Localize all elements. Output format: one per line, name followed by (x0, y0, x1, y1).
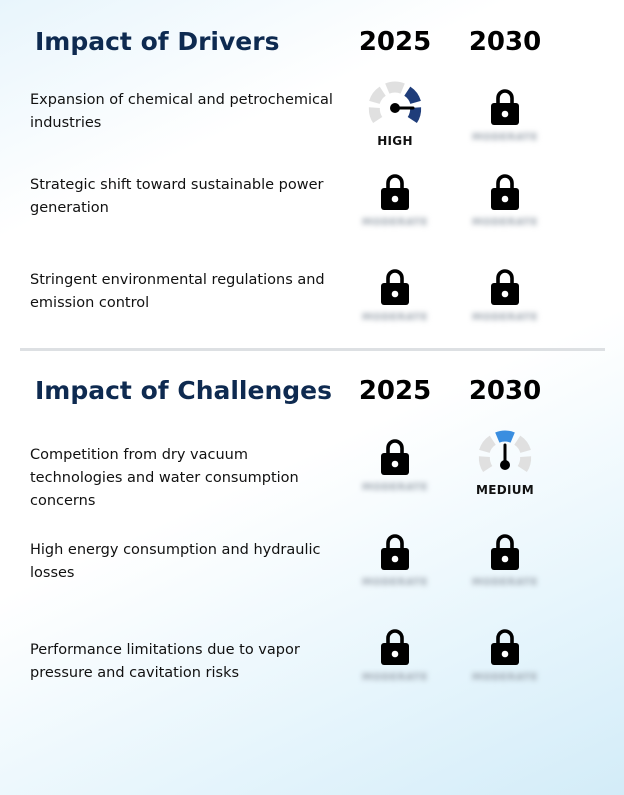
locked-impact-label: MODERATE (362, 672, 428, 683)
driver-row-2-2025-cell[interactable]: MODERATE (340, 171, 450, 241)
lock-icon (491, 269, 519, 305)
driver-row-3-label: Stringent environmental regulations and … (30, 272, 325, 311)
driver-row-2-label: Strategic shift toward sustainable power… (30, 177, 324, 216)
driver-row-3-2025-cell[interactable]: MODERATE (340, 266, 450, 336)
lock-icon (491, 534, 519, 570)
locked-impact-label: MODERATE (472, 132, 538, 143)
challenges-year-2030: 2030 (468, 376, 542, 406)
drivers-year-2030: 2030 (468, 27, 542, 57)
driver-row-3-2030-cell[interactable]: MODERATE (450, 266, 560, 336)
challenge-row-1-2030-cell: MEDIUM (450, 429, 560, 499)
challenge-row-2-2025-cell[interactable]: MODERATE (340, 531, 450, 601)
locked-impact-label: MODERATE (472, 312, 538, 323)
section-divider (20, 348, 605, 351)
lock-icon (491, 629, 519, 665)
challenges-title: Impact of Challenges (35, 376, 332, 405)
gauge-level-label: MEDIUM (475, 483, 535, 497)
challenge-row-1-label: Competition from dry vacuum technologies… (30, 447, 299, 509)
driver-row-1-label: Expansion of chemical and petrochemical … (30, 92, 333, 131)
lock-icon (491, 174, 519, 210)
driver-row-1-2025-cell: HIGH (340, 80, 450, 150)
locked-impact-label: MODERATE (362, 217, 428, 228)
challenge-row-1-2025-cell[interactable]: MODERATE (340, 436, 450, 506)
driver-row-1-2030-cell[interactable]: MODERATE (450, 86, 560, 156)
challenges-year-2025: 2025 (358, 376, 432, 406)
challenge-row-2-label: High energy consumption and hydraulic lo… (30, 542, 321, 581)
drivers-title: Impact of Drivers (35, 27, 280, 56)
gauge-level-label: HIGH (377, 134, 413, 148)
lock-icon (381, 174, 409, 210)
challenge-row-2-2030-cell[interactable]: MODERATE (450, 531, 560, 601)
locked-impact-label: MODERATE (472, 217, 538, 228)
lock-icon (381, 439, 409, 475)
locked-impact-label: MODERATE (362, 482, 428, 493)
locked-impact-label: MODERATE (362, 312, 428, 323)
challenge-row-3-2025-cell[interactable]: MODERATE (340, 626, 450, 696)
gauge-icon (478, 430, 532, 473)
driver-row-2-2030-cell[interactable]: MODERATE (450, 171, 560, 241)
locked-impact-label: MODERATE (472, 672, 538, 683)
drivers-year-2025: 2025 (358, 27, 432, 57)
locked-impact-label: MODERATE (362, 577, 428, 588)
lock-icon (381, 629, 409, 665)
challenge-row-3-label: Performance limitations due to vapor pre… (30, 642, 300, 681)
locked-impact-label: MODERATE (472, 577, 538, 588)
lock-icon (381, 269, 409, 305)
challenge-row-3-2030-cell[interactable]: MODERATE (450, 626, 560, 696)
lock-icon (491, 89, 519, 125)
gauge-icon (368, 81, 422, 124)
lock-icon (381, 534, 409, 570)
